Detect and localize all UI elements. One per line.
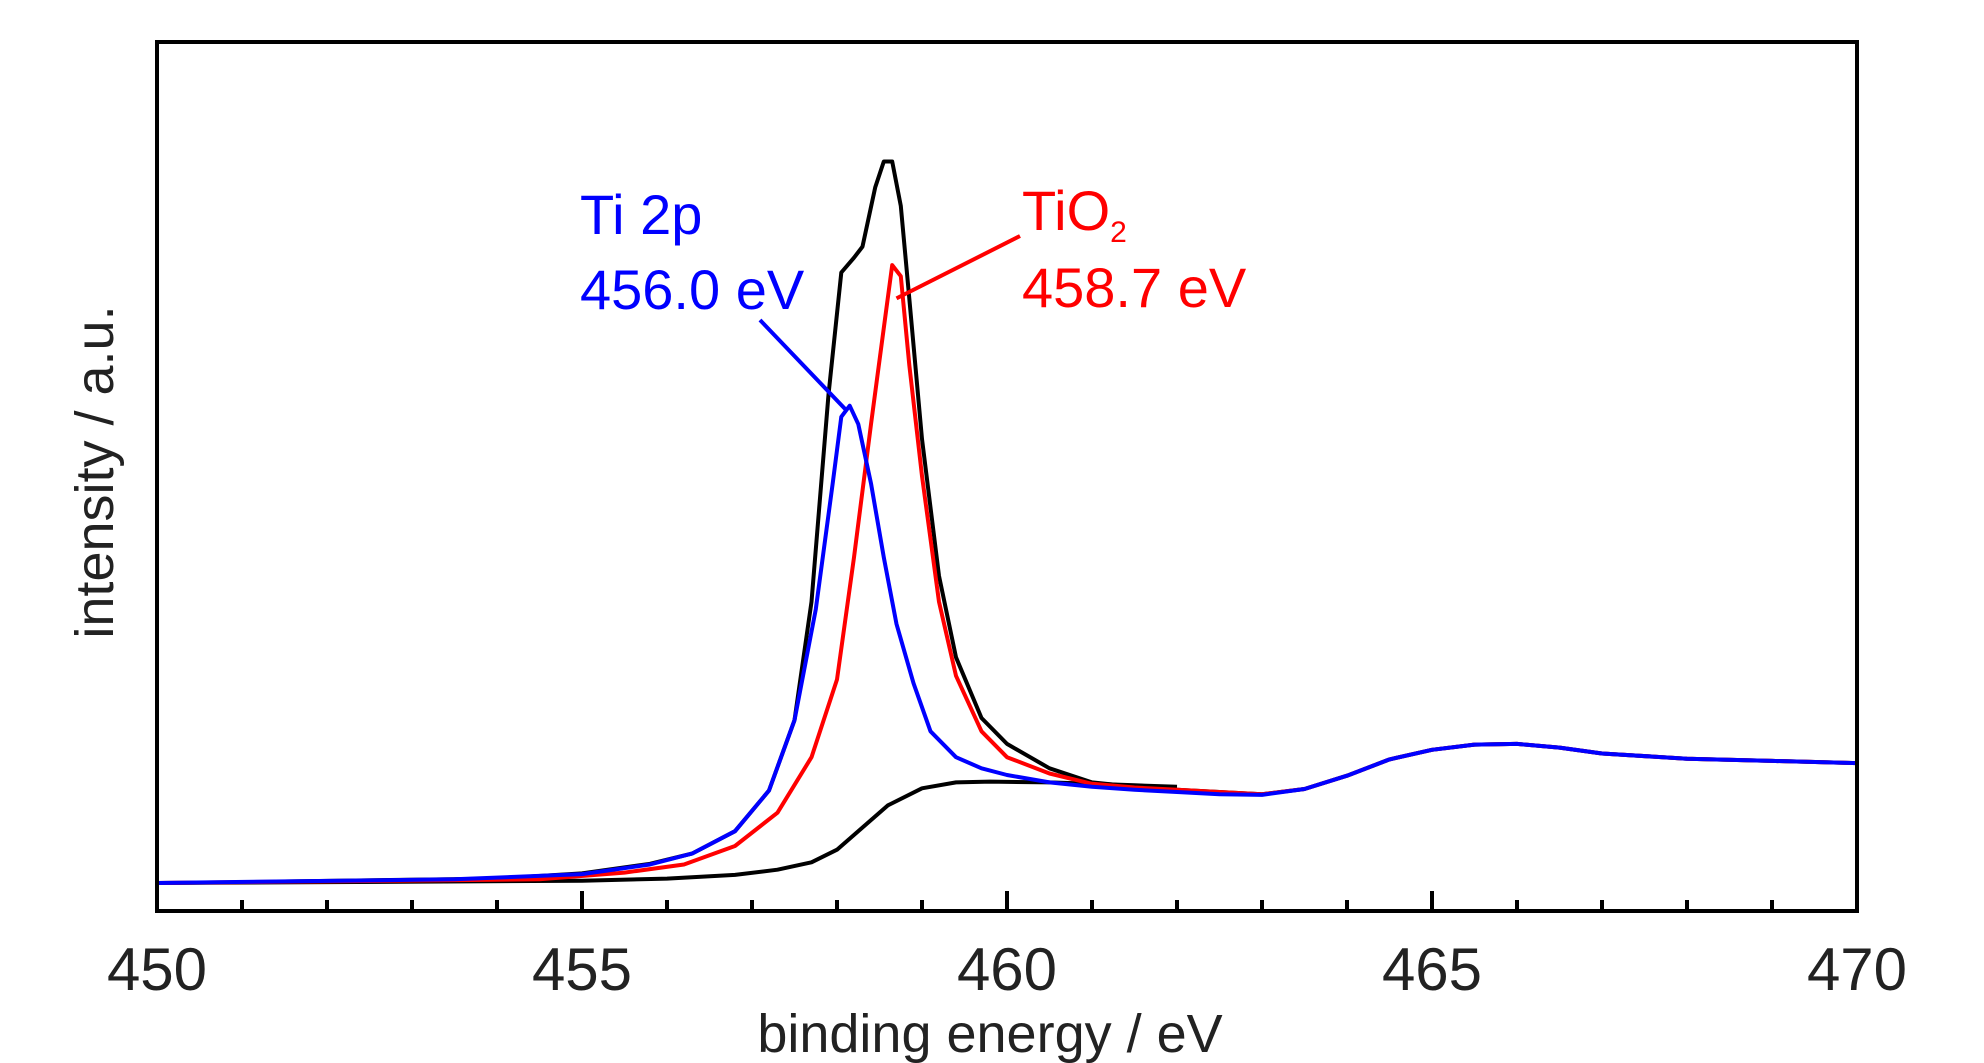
y-axis-label: intensity / a.u. bbox=[65, 305, 125, 638]
x-tick-label: 470 bbox=[1807, 936, 1907, 1003]
ti2p-annotation: Ti 2p 456.0 eV bbox=[580, 183, 805, 321]
annotation-leader-1 bbox=[895, 234, 1021, 301]
annotation-leader-0 bbox=[758, 318, 847, 411]
series-layer bbox=[156, 159, 1858, 885]
x-tick-label: 455 bbox=[532, 936, 632, 1003]
tio2-energy-label: 458.7 eV bbox=[1022, 256, 1247, 319]
tio2-label: TiO2 bbox=[1022, 179, 1127, 249]
ti2p-label: Ti 2p bbox=[580, 183, 702, 246]
x-tick-label: 460 bbox=[957, 936, 1057, 1003]
annotation-leaders bbox=[758, 234, 1021, 411]
ti2p-energy-label: 456.0 eV bbox=[580, 258, 805, 321]
x-axis-label: binding energy / eV bbox=[757, 1004, 1222, 1063]
x-axis-ticks bbox=[155, 891, 1859, 911]
x-tick-label: 465 bbox=[1382, 936, 1482, 1003]
series-line-2 bbox=[156, 263, 1858, 885]
tio2-annotation: TiO2 458.7 eV bbox=[1022, 179, 1247, 319]
x-tick-label: 450 bbox=[107, 936, 207, 1003]
series-line-3 bbox=[156, 403, 1858, 885]
x-axis-tick-labels: 450 455 460 465 470 bbox=[107, 936, 1907, 1003]
